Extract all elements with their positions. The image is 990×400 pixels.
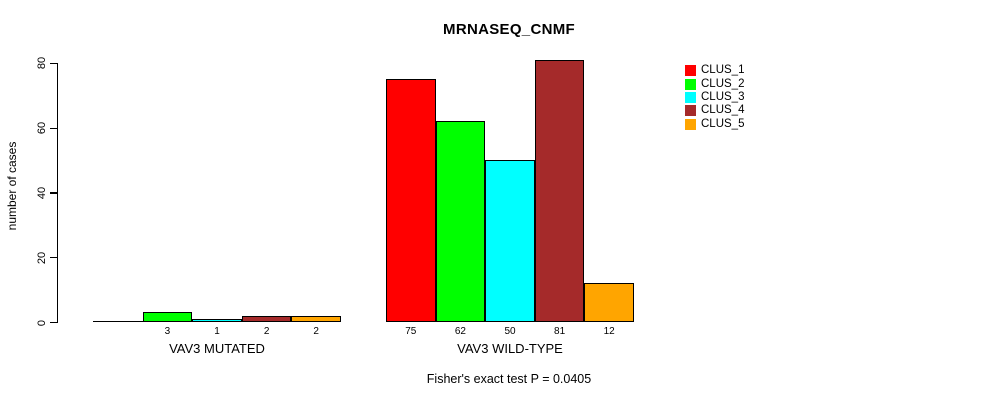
legend-swatch-clus-1 — [685, 65, 696, 77]
bar-value-label: 1 — [214, 326, 220, 337]
bar-clus-2-vav3-wild-type — [435, 121, 486, 322]
legend-swatch-clus-3 — [685, 91, 696, 103]
y-axis-tick — [50, 62, 57, 65]
bar-clus-3-vav3-mutated — [192, 318, 242, 322]
legend-label: CLUS_5 — [701, 117, 745, 130]
bar-clus-4-vav3-mutated — [241, 315, 292, 322]
bar-value-label: 50 — [504, 326, 516, 337]
bar-clus-1-vav3-mutated — [93, 321, 143, 323]
legend-label: CLUS_2 — [701, 77, 745, 90]
bar-clus-3-vav3-wild-type — [485, 160, 535, 322]
bar-value-label: 62 — [454, 326, 466, 337]
legend: CLUS_1 CLUS_2 CLUS_3 CLUS_4 CLUS_5 — [685, 64, 744, 131]
legend-swatch-clus-4 — [685, 105, 696, 117]
bar-clus-4-vav3-wild-type — [534, 59, 585, 322]
legend-item-clus-1: CLUS_1 — [685, 64, 744, 77]
legend-item-clus-4: CLUS_4 — [685, 104, 744, 117]
y-axis-tick — [50, 257, 57, 259]
bar-value-label: 2 — [263, 326, 270, 337]
bar-value-label: 3 — [164, 326, 171, 337]
legend-item-clus-5: CLUS_5 — [685, 118, 744, 131]
legend-swatch-clus-2 — [685, 78, 696, 90]
bar-clus-5-vav3-wild-type — [584, 283, 634, 322]
bar-value-label: 75 — [405, 326, 417, 337]
legend-label: CLUS_3 — [701, 90, 745, 103]
legend-item-clus-2: CLUS_2 — [685, 77, 744, 90]
y-axis-tick-label: 40 — [36, 186, 48, 200]
y-axis-tick — [50, 192, 57, 194]
y-axis-tick — [50, 127, 57, 129]
legend-label: CLUS_1 — [701, 64, 745, 77]
y-axis-tick — [50, 322, 57, 324]
annotation-pvalue: Fisher's exact test P = 0.0405 — [426, 372, 592, 386]
bar-value-label: 12 — [603, 326, 615, 337]
bar-clus-5-vav3-mutated — [291, 315, 341, 322]
y-axis-tick-label: 20 — [36, 251, 48, 264]
bar-value-label: 2 — [313, 326, 319, 337]
y-axis-tick-label: 80 — [36, 57, 48, 70]
bar-clus-2-vav3-mutated — [142, 312, 193, 322]
y-axis-tick-label: 60 — [36, 121, 48, 135]
bar-clus-1-vav3-wild-type — [386, 79, 436, 322]
bar-value-label: 81 — [554, 326, 566, 337]
y-axis-tick-label: 0 — [36, 319, 48, 326]
x-axis-group-label: VAV3 MUTATED — [169, 341, 265, 356]
y-axis-line — [57, 62, 59, 324]
y-axis-label: number of cases — [5, 141, 19, 231]
chart-title: MRNASEQ_CNMF — [443, 21, 575, 38]
legend-swatch-clus-5 — [685, 118, 696, 130]
legend-label: CLUS_4 — [701, 104, 745, 117]
legend-item-clus-3: CLUS_3 — [685, 91, 744, 104]
x-axis-group-label: VAV3 WILD-TYPE — [457, 341, 563, 356]
